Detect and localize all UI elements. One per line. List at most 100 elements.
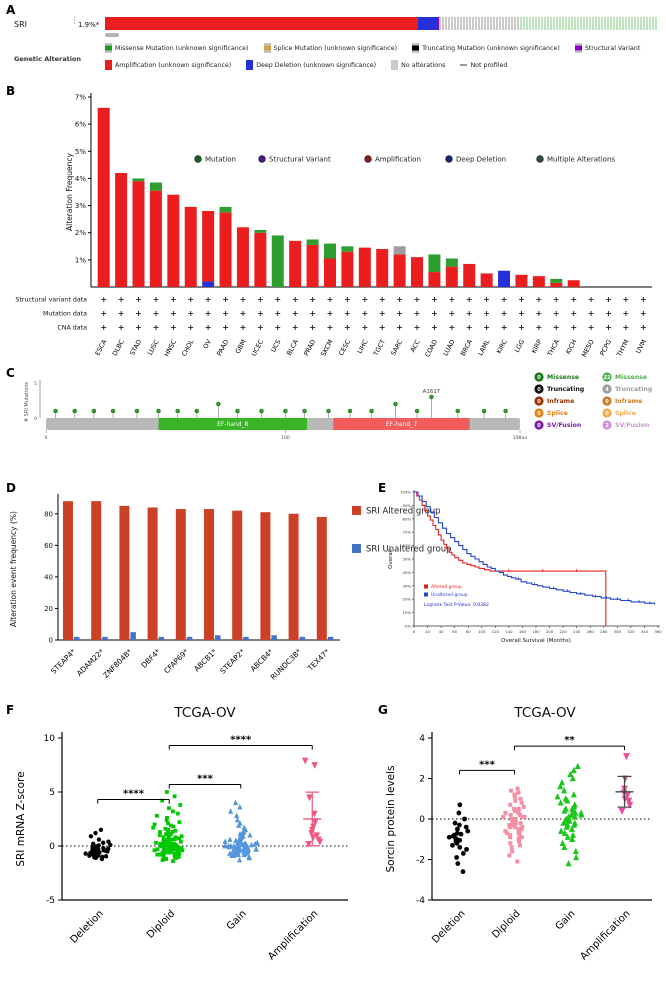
svg-text:0: 0: [537, 399, 541, 405]
panel-b-chart: 1% 2% 3% 4% 5% 6% 7% Alteration Frequency Mutati…: [15, 93, 652, 359]
svg-text:OV: OV: [201, 338, 213, 351]
panel-c-label: C: [6, 366, 15, 380]
svg-text:+: +: [274, 323, 281, 332]
b-legend: Mutation Structural Variant Amplification D…: [194, 155, 615, 164]
svg-text:ABCB4*: ABCB4*: [249, 647, 276, 674]
svg-text:+: +: [361, 295, 368, 304]
svg-text:2: 2: [419, 775, 425, 785]
svg-text:0: 0: [605, 399, 609, 405]
svg-text:Overall Survival (Months): Overall Survival (Months): [501, 638, 571, 644]
svg-text:+: +: [187, 323, 194, 332]
svg-text:Multiple Alterations: Multiple Alterations: [547, 156, 615, 164]
svg-text:+: +: [553, 323, 560, 332]
e-legend: Altered group Unaltered group Logrank Test…: [424, 584, 489, 608]
svg-text:0: 0: [605, 411, 609, 417]
svg-text:ACC: ACC: [409, 338, 423, 354]
track-scrollbar[interactable]: [105, 33, 119, 37]
svg-text:TEX47*: TEX47*: [305, 647, 331, 673]
svg-text:+: +: [187, 295, 194, 304]
scatter-group-amplification: [618, 753, 634, 815]
svg-text:+: +: [361, 323, 368, 332]
svg-text:Mutation data: Mutation data: [43, 311, 87, 318]
svg-text:+: +: [344, 323, 351, 332]
svg-text:30%: 30%: [403, 583, 412, 588]
svg-text:+: +: [222, 295, 229, 304]
c-lollipops: [53, 394, 508, 418]
svg-text:+: +: [344, 309, 351, 318]
svg-text:+: +: [153, 309, 160, 318]
svg-text:6%: 6%: [75, 121, 86, 129]
svg-text:Amplification: Amplification: [266, 908, 320, 962]
svg-text:+: +: [257, 295, 264, 304]
svg-text:Deletion: Deletion: [430, 908, 467, 945]
alteration-percent: 1.9%*: [78, 21, 100, 29]
svg-text:+: +: [623, 323, 630, 332]
svg-text:Gain: Gain: [554, 908, 578, 932]
svg-text:0: 0: [537, 423, 541, 429]
svg-text:90%: 90%: [403, 503, 412, 508]
panel-g-label: G: [378, 703, 388, 717]
panel-d-label: D: [6, 481, 16, 495]
svg-text:THYM: THYM: [615, 338, 631, 359]
svg-text:KICH: KICH: [564, 338, 578, 355]
c-legend: 0 Missense 0 Truncating 0 Inframe 0 Splice 0 SV/F…: [534, 372, 652, 430]
svg-text:+: +: [327, 309, 334, 318]
svg-text:40: 40: [439, 629, 444, 634]
legend-label: No alterations: [401, 61, 446, 69]
panel-c-chart: 0 5 # SRI Mutations EF-hand_8 EF-hand_7 A161T…: [24, 372, 652, 441]
svg-text:0: 0: [49, 637, 53, 645]
b-category-labels: ESCA DLBC STAD LUSC HNSC CHOL OV PAAD GBM UCEC UCS…: [93, 338, 648, 359]
b-bars: [97, 107, 580, 287]
legend-swatch: [105, 43, 112, 53]
svg-text:+: +: [501, 295, 508, 304]
svg-text:+: +: [379, 295, 386, 304]
svg-text:Missense: Missense: [615, 374, 647, 381]
svg-text:Alteration event frequency (%): Alteration event frequency (%): [9, 511, 18, 627]
e-km-curve: [414, 491, 607, 626]
svg-text:+: +: [309, 295, 316, 304]
svg-text:Overall: Overall: [388, 549, 394, 569]
panel-b-label: B: [6, 84, 16, 98]
svg-text:+: +: [118, 323, 125, 332]
svg-text:200: 200: [546, 629, 554, 634]
svg-text:Structural variant data: Structural variant data: [15, 297, 87, 304]
legend-item: No alterations: [391, 60, 445, 70]
panel-e-chart: 0% 10% 20% 30% 40% 50% 60% 70% 80% 90% 100% 0 20 40 60…: [388, 490, 662, 645]
svg-text:+: +: [553, 309, 560, 318]
svg-text:+: +: [414, 323, 421, 332]
svg-text:+: +: [379, 309, 386, 318]
svg-text:+: +: [396, 309, 403, 318]
svg-text:EF-hand_7: EF-hand_7: [386, 421, 417, 428]
svg-text:+: +: [240, 309, 247, 318]
svg-text:Deletion: Deletion: [68, 908, 105, 945]
legend-item: Missense Mutation (unknown significance): [105, 43, 249, 53]
legend-label: Structural Variant: [584, 44, 641, 52]
svg-text:Missense: Missense: [547, 374, 579, 381]
svg-text:100: 100: [281, 435, 290, 441]
svg-text:100: 100: [478, 629, 486, 634]
svg-text:+: +: [379, 323, 386, 332]
svg-text:+: +: [170, 295, 177, 304]
svg-text:Diploid: Diploid: [490, 908, 522, 940]
svg-text:+: +: [466, 323, 473, 332]
svg-text:Diploid: Diploid: [145, 908, 177, 940]
svg-text:KIRP: KIRP: [530, 338, 544, 355]
svg-text:+: +: [309, 323, 316, 332]
svg-text:40%: 40%: [403, 570, 412, 575]
svg-text:340: 340: [641, 629, 649, 634]
svg-text:# SRI Mutations: # SRI Mutations: [24, 382, 30, 423]
svg-text:+: +: [570, 295, 577, 304]
svg-text:Inframe: Inframe: [547, 398, 574, 405]
svg-text:STEAP2*: STEAP2*: [218, 647, 247, 676]
svg-text:0: 0: [49, 842, 55, 852]
svg-text:+: +: [153, 323, 160, 332]
svg-text:ESCA: ESCA: [93, 338, 108, 357]
svg-text:Deep Deletion: Deep Deletion: [456, 156, 506, 164]
svg-text:ZNF804B*: ZNF804B*: [101, 647, 134, 680]
svg-text:4: 4: [419, 734, 425, 744]
svg-text:RUNDC3B*: RUNDC3B*: [269, 647, 304, 682]
svg-text:+: +: [240, 295, 247, 304]
svg-text:0: 0: [34, 416, 37, 422]
genetic-alteration-legend-title: Genetic Alteration: [14, 55, 82, 63]
legend-item: Amplification (unknown significance): [105, 60, 231, 70]
